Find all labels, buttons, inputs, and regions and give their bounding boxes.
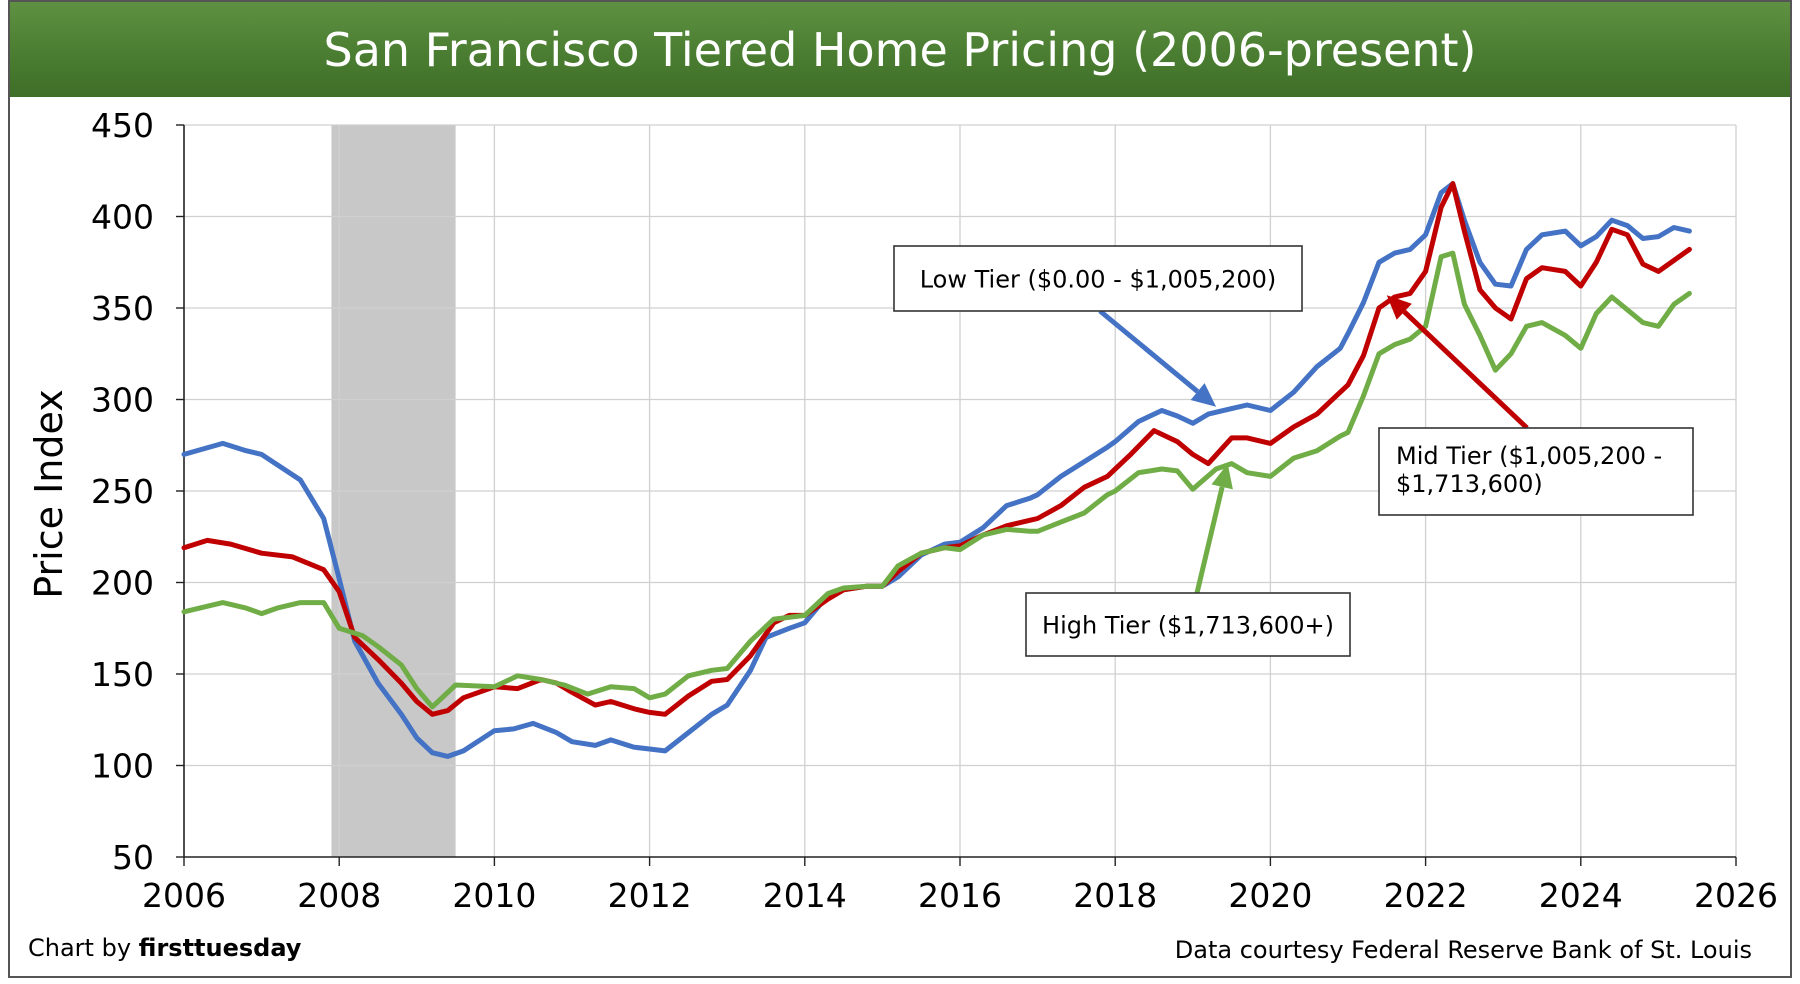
x-tick-label-2022: 2022 — [1384, 876, 1468, 915]
series-line-low — [181, 181, 1692, 759]
axes: 50 100 150 200 250 300 350 400 450 2006 2008 2010 20… — [91, 106, 1778, 915]
annotation-arrow-mid — [1402, 309, 1529, 430]
annotation-arrowhead-low — [1190, 383, 1217, 407]
y-tick-label-450: 450 — [91, 106, 154, 145]
annotation-box-mid — [1378, 427, 1694, 516]
x-tick-label-2026: 2026 — [1694, 876, 1778, 915]
x-tick-label-2006: 2006 — [142, 876, 226, 915]
series-lines — [181, 181, 1692, 759]
annotation-box-high — [1025, 592, 1351, 657]
chart-credit-prefix: Chart by — [28, 934, 139, 962]
annotation-arrow-high — [1194, 486, 1225, 594]
series-line-mid — [181, 181, 1692, 717]
annotation-arrowhead-mid — [1386, 295, 1412, 320]
y-tick-label-350: 350 — [91, 289, 154, 328]
y-tick-label-300: 300 — [91, 381, 154, 420]
series-line-high — [181, 250, 1692, 710]
y-tick-label-250: 250 — [91, 472, 154, 511]
annotation-box-low — [893, 245, 1303, 312]
y-tick-label-400: 400 — [91, 198, 154, 237]
annotation-text-high-0: High Tier ($1,713,600+) — [1042, 612, 1334, 640]
title-bar: San Francisco Tiered Home Pricing (2006-… — [10, 2, 1790, 97]
x-tick-label-2014: 2014 — [763, 876, 847, 915]
annotation-text-low-0: Low Tier ($0.00 - $1,005,200) — [920, 266, 1277, 294]
x-tick-label-2016: 2016 — [918, 876, 1002, 915]
annotation-arrow-low — [1098, 309, 1200, 394]
y-tick-label-100: 100 — [91, 747, 154, 786]
y-tick-label-200: 200 — [91, 564, 154, 603]
chart-title: San Francisco Tiered Home Pricing (2006-… — [323, 22, 1477, 77]
y-tick-label-50: 50 — [112, 838, 154, 877]
chart-credit-brand: firsttuesday — [138, 934, 302, 962]
data-source-credit: Data courtesy Federal Reserve Bank of St… — [1174, 936, 1752, 964]
x-tick-label-2020: 2020 — [1228, 876, 1312, 915]
x-tick-label-2024: 2024 — [1539, 876, 1623, 915]
annotation-text-mid-1: $1,713,600) — [1396, 470, 1543, 498]
x-tick-label-2010: 2010 — [452, 876, 536, 915]
annotation-arrowhead-high — [1211, 463, 1233, 490]
y-axis-title: Price Index — [27, 389, 71, 598]
annotation-text-mid-0: Mid Tier ($1,005,200 - — [1396, 442, 1662, 470]
x-tick-label-2008: 2008 — [297, 876, 381, 915]
chart-credit: Chart by firsttuesday — [28, 934, 301, 962]
annotations: Low Tier ($0.00 - $1,005,200) Mid Tier ($… — [893, 245, 1694, 657]
y-tick-label-150: 150 — [91, 655, 154, 694]
x-tick-label-2018: 2018 — [1073, 876, 1157, 915]
x-tick-label-2012: 2012 — [608, 876, 692, 915]
